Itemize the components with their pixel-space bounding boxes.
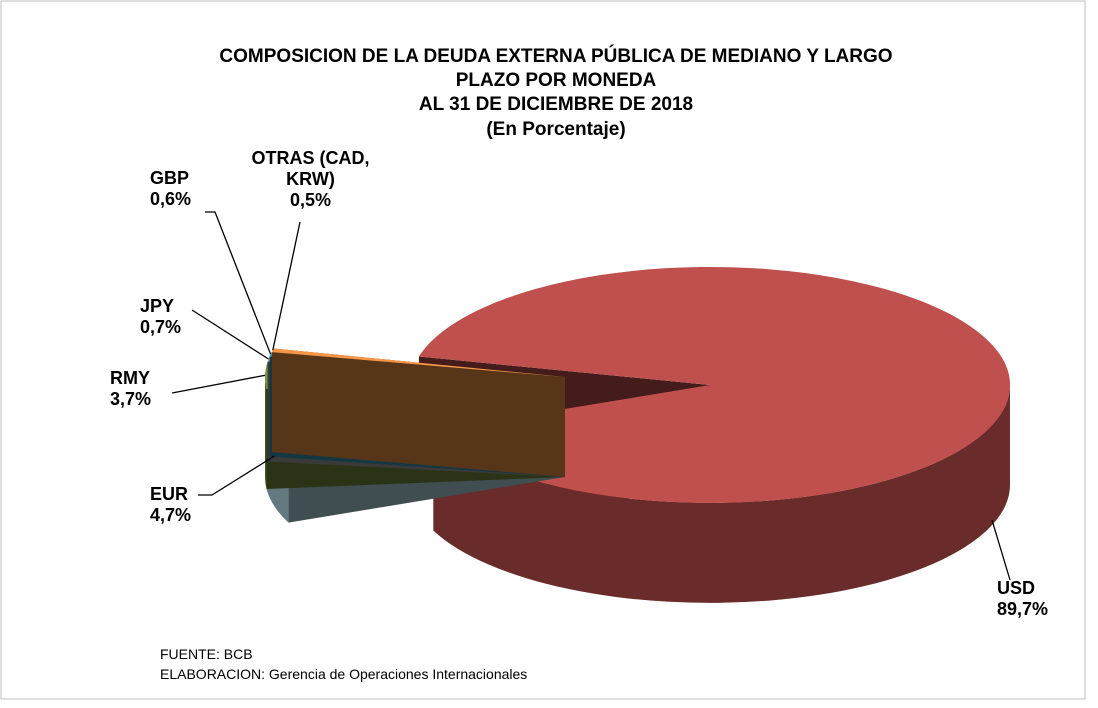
value-label: 89,7% (997, 599, 1049, 619)
leader-line (171, 374, 266, 394)
chart-title: AL 31 DE DICIEMBRE DE 2018 (419, 94, 693, 115)
data-label: OTRAS (CAD, KRW) 0,5% (248, 148, 373, 211)
value-label: 0,7% (140, 317, 182, 337)
category-label: EUR (150, 484, 189, 504)
value-label: 3,7% (110, 389, 152, 409)
leader-line (191, 309, 269, 360)
category-label: OTRAS (CAD, KRW) (251, 148, 370, 189)
chart-subtitle: (En Porcentaje) (486, 119, 625, 140)
data-label: JPY 0,7% (140, 296, 181, 338)
category-label: JPY (140, 296, 175, 316)
leader-line (991, 519, 1011, 581)
source-note: ELABORACION: Gerencia de Operaciones Int… (160, 666, 528, 682)
category-label: RMY (110, 368, 150, 388)
chart-title: COMPOSICION DE LA DEUDA EXTERNA PÚBLICA … (219, 45, 892, 67)
slice (271, 348, 565, 377)
leader-line (205, 211, 272, 355)
slice-side (273, 348, 565, 477)
slice (418, 266, 1011, 503)
data-label: RMY 3,7% (110, 368, 151, 410)
data-label: USD 89,7% (997, 578, 1048, 620)
value-label: 0,6% (150, 189, 192, 209)
value-label: 0,5% (289, 190, 332, 210)
data-label: EUR 4,7% (150, 484, 191, 526)
leader-line (272, 221, 301, 351)
slice-side (264, 377, 267, 489)
category-label: GBP (150, 168, 190, 188)
data-label: GBP 0,6% (150, 168, 191, 210)
source-note: FUENTE: BCB (160, 646, 253, 662)
value-label: 4,7% (150, 505, 192, 525)
leader-line (198, 455, 275, 496)
chart-title: PLAZO POR MONEDA (456, 70, 657, 91)
category-label: USD (997, 578, 1036, 598)
slice-side (433, 385, 1010, 603)
slice (271, 348, 565, 477)
